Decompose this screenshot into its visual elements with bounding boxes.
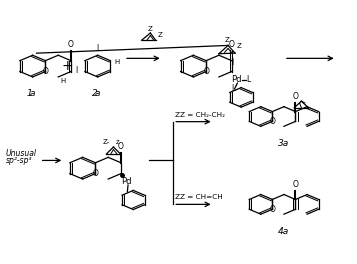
Text: Pd: Pd (231, 75, 241, 84)
Text: Z: Z (157, 32, 162, 37)
Text: +: + (62, 59, 74, 73)
Text: 2: 2 (92, 89, 97, 98)
Text: ZZ = CH₂-CH₂: ZZ = CH₂-CH₂ (175, 112, 225, 118)
Text: O: O (92, 169, 99, 178)
Text: L: L (246, 75, 251, 84)
Text: L': L' (231, 84, 237, 93)
Text: Z: Z (225, 37, 230, 43)
Text: Z: Z (236, 44, 241, 49)
Text: Unusual: Unusual (6, 149, 36, 158)
Text: a: a (30, 89, 35, 98)
Text: sp²-sp³: sp²-sp³ (6, 156, 32, 165)
Text: Pd: Pd (121, 177, 131, 186)
Text: O: O (293, 180, 298, 189)
Text: 1: 1 (27, 89, 32, 98)
Text: O: O (270, 205, 275, 214)
Text: I: I (96, 44, 99, 53)
Text: H: H (114, 59, 119, 65)
Text: O: O (229, 40, 235, 49)
Text: 3a: 3a (278, 139, 290, 148)
Text: O: O (270, 117, 275, 126)
Text: 4a: 4a (278, 227, 290, 236)
Text: I: I (232, 58, 234, 67)
Text: O: O (68, 40, 74, 49)
Text: O: O (203, 67, 209, 76)
Text: Z: Z (148, 26, 153, 32)
Text: Z-: Z- (102, 139, 110, 145)
Text: H: H (60, 78, 66, 84)
Text: O: O (118, 142, 124, 151)
Text: O: O (293, 92, 298, 101)
Text: O: O (42, 67, 48, 76)
Text: a: a (95, 89, 100, 98)
Text: z: z (116, 139, 120, 145)
Text: I: I (75, 66, 77, 75)
Text: ZZ = CH=CH: ZZ = CH=CH (175, 194, 223, 200)
